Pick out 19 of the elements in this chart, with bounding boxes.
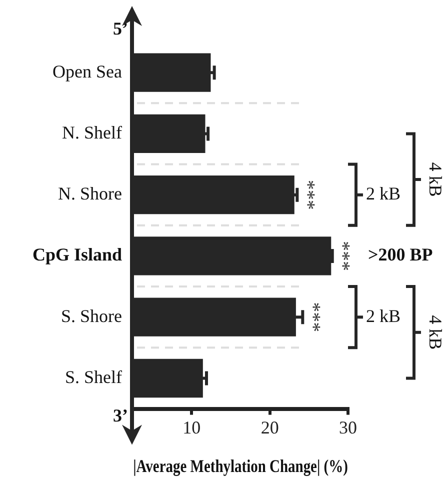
text: 4 kB: [425, 162, 446, 197]
y-tick-label: N. Shore: [58, 184, 122, 204]
y-tick-label: CpG Island: [32, 244, 122, 265]
y-tick-label: Open Sea: [52, 61, 122, 82]
annotation: ***: [296, 180, 318, 210]
x-tick-label: 30: [339, 417, 357, 438]
text: 2 kB: [366, 306, 401, 326]
text: >200 BP: [368, 244, 433, 265]
x-tick-label: 10: [182, 417, 201, 438]
text: 4 kB: [425, 315, 446, 350]
text: 3’: [113, 405, 128, 426]
annotation: ***: [332, 240, 354, 271]
y-tick-label: S. Shore: [60, 306, 122, 326]
x-tick-label: 20: [260, 417, 279, 438]
annotation: ***: [302, 302, 324, 332]
y-tick-label: N. Shelf: [62, 122, 122, 142]
x-axis-title: |Average Methylation Change| (%): [133, 455, 348, 476]
text: 2 kB: [366, 184, 401, 204]
y-tick-label: S. Shelf: [64, 366, 122, 387]
